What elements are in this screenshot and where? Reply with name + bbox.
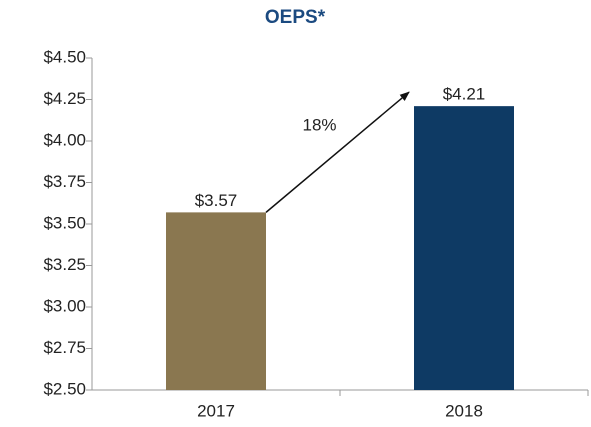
chart-title: OEPS*	[265, 7, 326, 28]
x-tick-label: 2017	[197, 401, 235, 420]
y-tick-label: $3.00	[43, 296, 86, 315]
change-arrow	[265, 91, 410, 213]
y-tick-label: $4.50	[43, 47, 86, 66]
value-label: $4.21	[443, 85, 486, 104]
x-tick-label: 2018	[445, 401, 483, 420]
value-label: $3.57	[195, 191, 238, 210]
bar	[414, 106, 514, 390]
y-tick-label: $3.75	[43, 172, 86, 191]
change-annotation: 18%	[302, 116, 336, 135]
bar	[166, 212, 266, 390]
y-tick-label: $2.50	[43, 379, 86, 398]
y-tick-label: $3.50	[43, 213, 86, 232]
y-tick-label: $3.25	[43, 255, 86, 274]
y-tick-label: $2.75	[43, 338, 86, 357]
y-tick-label: $4.00	[43, 130, 86, 149]
y-tick-label: $4.25	[43, 89, 86, 108]
